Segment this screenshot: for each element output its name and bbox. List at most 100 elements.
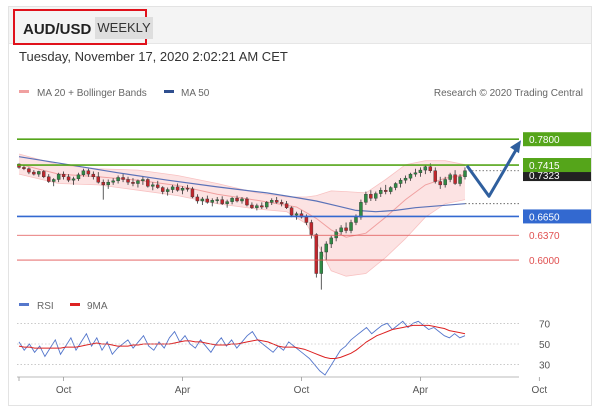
candle-body [294,213,299,216]
credit-label: Research © 2020 Trading Central [434,88,583,99]
rsi-tick-label-30: 30 [539,361,551,372]
candle-body [240,198,244,202]
level-label-0.6000: 0.6000 [529,256,560,267]
bollinger-legend-label: MA 20 + Bollinger Bands [37,88,147,99]
candle-body [443,179,447,186]
current-price-label: 0.7323 [529,171,560,182]
rsi-tick-label-50: 50 [539,340,551,351]
candle-body [279,202,284,204]
candle-body [304,216,309,223]
candle-body [270,200,274,203]
rsi-line [18,320,466,376]
candle-body [180,188,185,191]
candle-body [349,222,353,231]
candle-body [339,227,343,233]
candle-body [160,187,165,192]
bollinger-legend-swatch [19,90,29,93]
candle-body [383,190,388,192]
candle-body [66,176,71,181]
scenario-arrow [465,147,519,198]
candle-body [151,184,155,187]
x-tick-label-0: Oct [56,385,72,396]
candle-body [314,234,319,274]
level-label-0.6370: 0.6370 [529,231,560,242]
candle-body [250,204,254,208]
candle-body [388,187,393,192]
level-label-0.7800: 0.7800 [529,135,560,146]
ma50-legend-label: MA 50 [181,88,210,99]
x-tick-label-4: Oct [532,385,548,396]
candle-body [403,177,408,181]
candle-body [255,205,259,208]
candle-body [22,167,26,169]
candle-body [428,166,433,171]
candle-body [433,170,437,182]
x-tick-label-3: Apr [413,385,429,396]
candle-body [175,186,180,191]
candle-body [393,183,398,188]
level-tag-0.7800 [523,132,591,147]
level-tag-top-0.7415 [523,158,591,173]
candle-body [413,172,418,175]
candle-body [265,202,269,208]
candle-body [37,171,41,175]
rsi-legend-swatch [19,303,29,306]
candle-body [42,171,46,178]
rsi-legend-label: RSI [37,301,54,312]
candle-body [170,186,175,190]
timeframe-button[interactable]: WEEKLY [95,17,153,39]
candle-body [354,216,358,223]
candle-body [463,170,467,178]
candle-body [200,198,205,202]
candle-body [136,180,140,184]
candle-body [225,201,229,204]
ma50-legend-swatch [164,90,174,93]
candle-body [121,177,125,180]
candle-body [235,198,239,202]
candle-body [86,170,91,175]
candle-body [319,251,324,274]
candle-body [438,181,442,186]
candle-body [230,198,234,202]
candle-body [359,202,363,218]
candle-body [309,222,314,235]
candle-body [245,198,249,206]
candle-body [126,179,130,183]
candle-body [458,176,462,184]
chart-card: AUD/USD WEEKLY Tuesday, November 17, 202… [8,6,592,406]
level-label-0.6650: 0.6650 [529,212,560,223]
level-label-top-0.7415: 0.7415 [529,161,560,172]
bollinger-upper-line [18,153,466,198]
candle-body [195,196,200,202]
candle-body [284,203,289,208]
candle-body [116,177,120,182]
candle-body [91,173,96,178]
rsi-tick-label-70: 70 [539,319,551,330]
x-tick-label-2: Oct [294,385,310,396]
candle-body [374,193,378,199]
candle-body [423,166,428,171]
candle-body [369,194,373,199]
candle-body [101,181,105,186]
candle-body [71,178,76,181]
candle-body [215,199,219,201]
candle-body [146,179,150,187]
candle-body [32,171,36,175]
ma9-legend-label: 9MA [87,301,108,312]
candle-body [141,179,145,182]
ma9-legend-swatch [70,303,80,306]
symbol-selector[interactable]: AUD/USD WEEKLY [13,9,153,45]
candle-body [190,188,195,198]
candle-body [185,188,190,190]
candle-body [165,189,170,192]
candle-body [448,174,452,180]
price-chart: MA 20 + Bollinger Bands MA 50 Research ©… [17,88,591,396]
candle-body [96,176,101,183]
candle-body [364,194,368,203]
candle-body [289,207,294,216]
candle-body [81,170,86,175]
candle-body [398,179,403,184]
candle-body [329,237,333,245]
candle-body [408,173,413,179]
candle-body [27,168,31,173]
